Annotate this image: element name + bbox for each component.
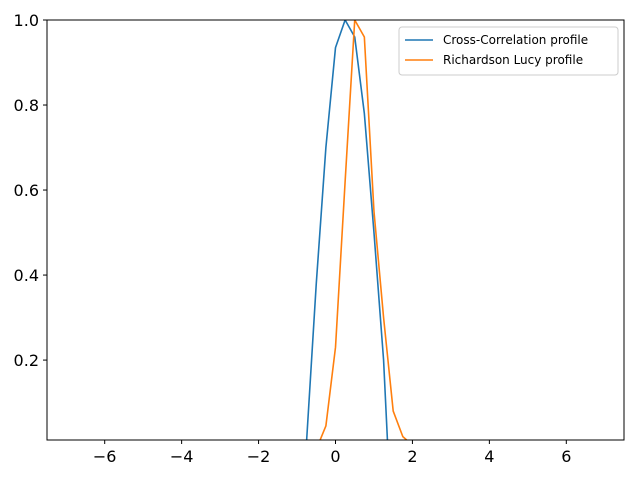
x-tick-label: 2 (407, 447, 417, 466)
x-tick-label: −6 (93, 447, 117, 466)
legend-label-0: Cross-Correlation profile (443, 33, 588, 47)
legend-label-1: Richardson Lucy profile (443, 53, 583, 67)
plot-frame (46, 19, 625, 441)
y-tick-label: 0.4 (14, 266, 39, 285)
y-tick-label: 0.8 (14, 96, 39, 115)
series-layer (305, 20, 408, 440)
series-line-1 (319, 20, 408, 440)
y-tick-label: 0.6 (14, 181, 39, 200)
x-tick-label: −4 (170, 447, 194, 466)
y-axis: 0.2 0.4 0.6 0.8 1.0 (14, 11, 47, 370)
x-tick-label: 4 (484, 447, 494, 466)
x-axis: −6 −4 −2 0 2 4 6 (93, 440, 571, 466)
series-line-0 (305, 20, 389, 440)
y-tick-label: 1.0 (14, 11, 39, 30)
legend: Cross-Correlation profile Richardson Lucy… (398, 26, 619, 76)
x-tick-label: −2 (247, 447, 271, 466)
y-tick-label: 0.2 (14, 351, 39, 370)
legend-box (398, 26, 619, 76)
x-tick-label: 6 (561, 447, 571, 466)
x-tick-label: 0 (330, 447, 340, 466)
